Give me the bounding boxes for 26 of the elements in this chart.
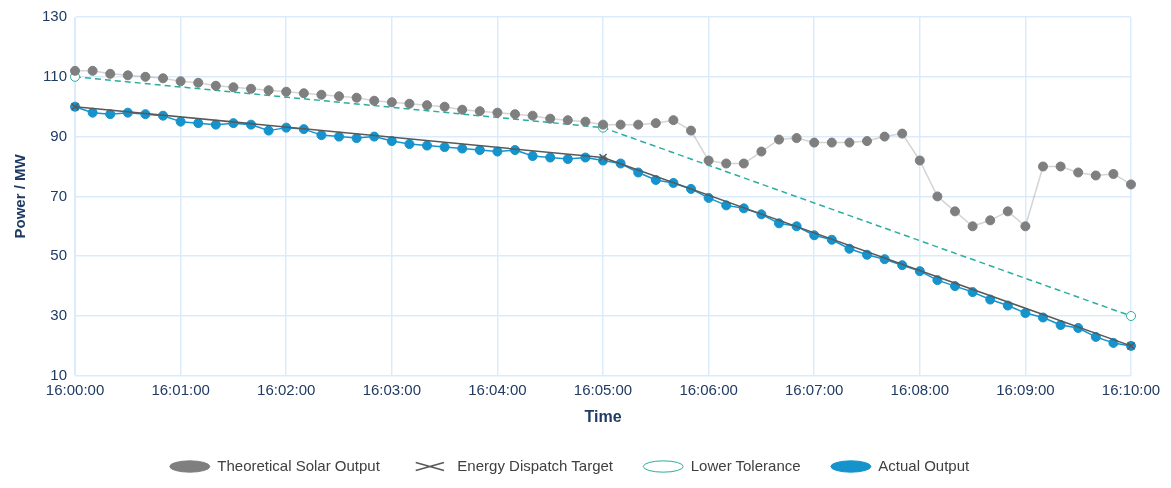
y-tick-label: 70 xyxy=(50,186,68,204)
y-axis-title: Power / MW xyxy=(11,153,29,239)
x-tick-label: 16:01:00 xyxy=(151,380,210,398)
y-tick-label: 10 xyxy=(50,365,68,383)
point xyxy=(1126,311,1136,321)
y-tick-label: 50 xyxy=(50,246,68,264)
x-tick-label: 16:03:00 xyxy=(362,380,422,398)
legend-label: Theoretical Solar Output xyxy=(217,456,381,474)
y-tick-label: 130 xyxy=(42,7,68,25)
x-tick-label: 16:00:00 xyxy=(45,380,105,398)
x-tick-label: 16:10:00 xyxy=(1101,380,1161,398)
x-tick-label: 16:09:00 xyxy=(996,380,1055,398)
x-tick-label: 16:02:00 xyxy=(257,380,316,398)
x-axis-title: Time xyxy=(584,407,622,425)
point xyxy=(598,153,608,162)
y-tick-label: 30 xyxy=(50,306,68,324)
y-tick-label: 90 xyxy=(50,126,68,144)
x-tick-label: 16:05:00 xyxy=(573,380,633,398)
x-tick-label: 16:08:00 xyxy=(890,380,949,398)
legend-label: Lower Tolerance xyxy=(690,456,801,474)
legend-label: Actual Output xyxy=(878,456,971,474)
x-tick-label: 16:06:00 xyxy=(679,380,738,398)
x-tick-label: 16:07:00 xyxy=(785,380,844,398)
x-tick-label: 16:04:00 xyxy=(468,380,527,398)
legend-label: Energy Dispatch Target xyxy=(457,456,614,474)
y-tick-label: 110 xyxy=(43,66,68,84)
